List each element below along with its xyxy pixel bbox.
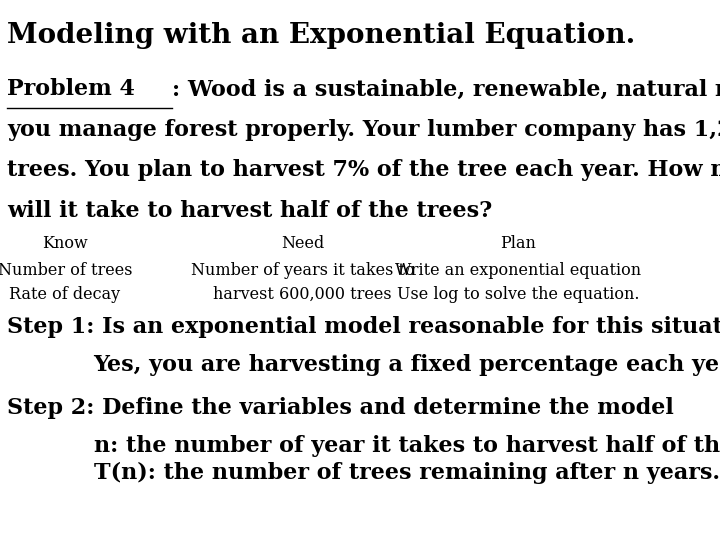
Text: Need: Need [281,235,324,252]
Text: Step 1: Is an exponential model reasonable for this situation?: Step 1: Is an exponential model reasonab… [7,316,720,338]
Text: harvest 600,000 trees: harvest 600,000 trees [213,286,392,303]
Text: Write an exponential equation: Write an exponential equation [395,262,642,279]
Text: Number of years it takes to: Number of years it takes to [191,262,414,279]
Text: Number of trees: Number of trees [0,262,132,279]
Text: : Wood is a sustainable, renewable, natural resource when: : Wood is a sustainable, renewable, natu… [172,78,720,100]
Text: Use log to solve the equation.: Use log to solve the equation. [397,286,639,303]
Text: Step 2: Define the variables and determine the model: Step 2: Define the variables and determi… [7,397,674,419]
Text: Yes, you are harvesting a fixed percentage each year.: Yes, you are harvesting a fixed percenta… [94,354,720,376]
Text: T(n): the number of trees remaining after n years.: T(n): the number of trees remaining afte… [94,462,719,484]
Text: Plan: Plan [500,235,536,252]
Text: Problem 4: Problem 4 [7,78,135,100]
Text: Modeling with an Exponential Equation.: Modeling with an Exponential Equation. [7,22,636,49]
Text: will it take to harvest half of the trees?: will it take to harvest half of the tree… [7,200,492,222]
Text: n: the number of year it takes to harvest half of the tree.: n: the number of year it takes to harves… [94,435,720,457]
Text: you manage forest properly. Your lumber company has 1,200,000: you manage forest properly. Your lumber … [7,119,720,141]
Text: trees. You plan to harvest 7% of the tree each year. How many years: trees. You plan to harvest 7% of the tre… [7,159,720,181]
Text: Rate of decay: Rate of decay [9,286,120,303]
Text: Know: Know [42,235,88,252]
